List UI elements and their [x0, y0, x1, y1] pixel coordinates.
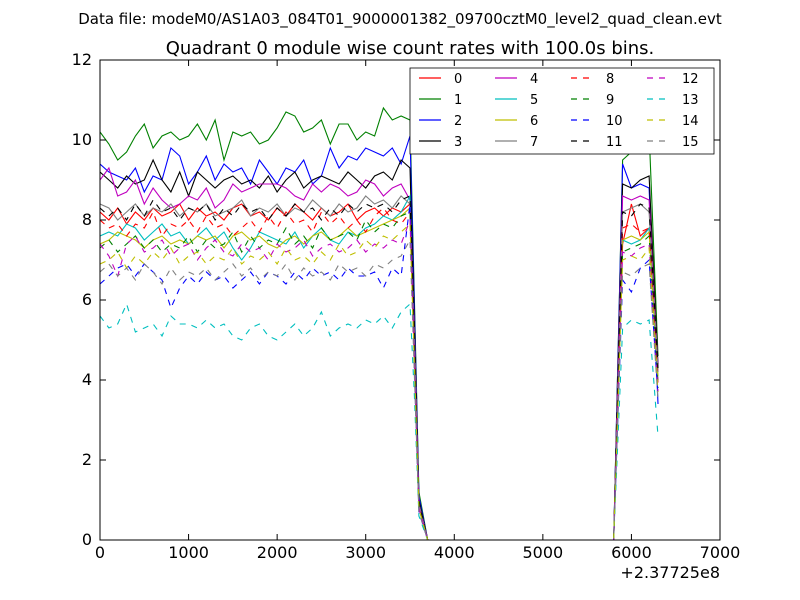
y-tick-label: 10 — [72, 130, 92, 149]
legend-entry-9: 9 — [571, 93, 614, 108]
series-line-6 — [100, 206, 659, 540]
legend-label: 5 — [530, 93, 538, 108]
legend-label: 9 — [606, 93, 614, 108]
chart-title: Quadrant 0 module wise count rates with … — [166, 38, 655, 59]
legend-entry-6: 6 — [495, 114, 538, 129]
legend-entry-10: 10 — [571, 114, 623, 129]
legend-entry-14: 14 — [647, 114, 699, 129]
legend-label: 4 — [530, 72, 538, 87]
series-line-13 — [100, 302, 659, 540]
series-line-15 — [100, 237, 659, 540]
legend-box — [409, 67, 715, 155]
plot-area — [100, 106, 659, 540]
series-line-14 — [100, 222, 659, 540]
legend-label: 12 — [682, 72, 699, 87]
series-line-11 — [100, 195, 659, 540]
legend-label: 13 — [682, 93, 699, 108]
y-tick-label: 0 — [82, 530, 92, 549]
legend-entry-13: 13 — [647, 93, 699, 108]
legend-entry-0: 0 — [419, 72, 462, 87]
legend-label: 6 — [530, 114, 538, 129]
series-line-9 — [100, 211, 659, 540]
y-tick-label: 2 — [82, 450, 92, 469]
legend-label: 3 — [454, 135, 462, 150]
series-line-4 — [100, 166, 659, 540]
y-tick-label: 12 — [72, 50, 92, 69]
x-tick-label: 4000 — [434, 543, 475, 562]
legend-label: 7 — [530, 135, 538, 150]
x-tick-label: 5000 — [522, 543, 563, 562]
series-line-2 — [100, 135, 659, 540]
x-tick-label: 1000 — [168, 543, 209, 562]
legend-entry-11: 11 — [571, 135, 623, 150]
legend-label: 2 — [454, 114, 462, 129]
y-tick-label: 4 — [82, 370, 92, 389]
y-tick-label: 6 — [82, 290, 92, 309]
legend-label: 11 — [606, 135, 623, 150]
series-line-1 — [100, 106, 659, 540]
x-tick-label: 2000 — [257, 543, 298, 562]
legend-entry-12: 12 — [647, 72, 699, 87]
y-tick-label: 8 — [82, 210, 92, 229]
legend-entry-1: 1 — [419, 93, 462, 108]
legend-label: 14 — [682, 114, 699, 129]
legend-entry-7: 7 — [495, 135, 538, 150]
x-tick-label: 6000 — [611, 543, 652, 562]
legend-entry-4: 4 — [495, 72, 538, 87]
legend-entry-3: 3 — [419, 135, 462, 150]
legend-entry-8: 8 — [571, 72, 614, 87]
legend-label: 0 — [454, 72, 462, 87]
data-file-caption: Data file: modeM0/AS1A03_084T01_90000013… — [78, 10, 722, 29]
legend-entry-5: 5 — [495, 93, 538, 108]
legend-label: 1 — [454, 93, 462, 108]
series-lines — [100, 106, 659, 540]
x-tick-label: 7000 — [700, 543, 741, 562]
x-tick-label: 3000 — [345, 543, 386, 562]
series-line-10 — [100, 203, 659, 540]
legend-label: 10 — [606, 114, 623, 129]
x-axis-offset-label: +2.37725e8 — [620, 563, 720, 582]
legend-entry-15: 15 — [647, 135, 699, 150]
series-line-5 — [100, 193, 659, 540]
series-line-7 — [100, 195, 659, 540]
series-line-3 — [100, 158, 659, 540]
legend-entry-2: 2 — [419, 114, 462, 129]
series-line-8 — [100, 207, 659, 540]
legend-label: 8 — [606, 72, 614, 87]
x-tick-label: 0 — [95, 543, 105, 562]
legend-label: 15 — [682, 135, 699, 150]
series-line-0 — [100, 202, 659, 540]
series-line-12 — [100, 219, 659, 540]
